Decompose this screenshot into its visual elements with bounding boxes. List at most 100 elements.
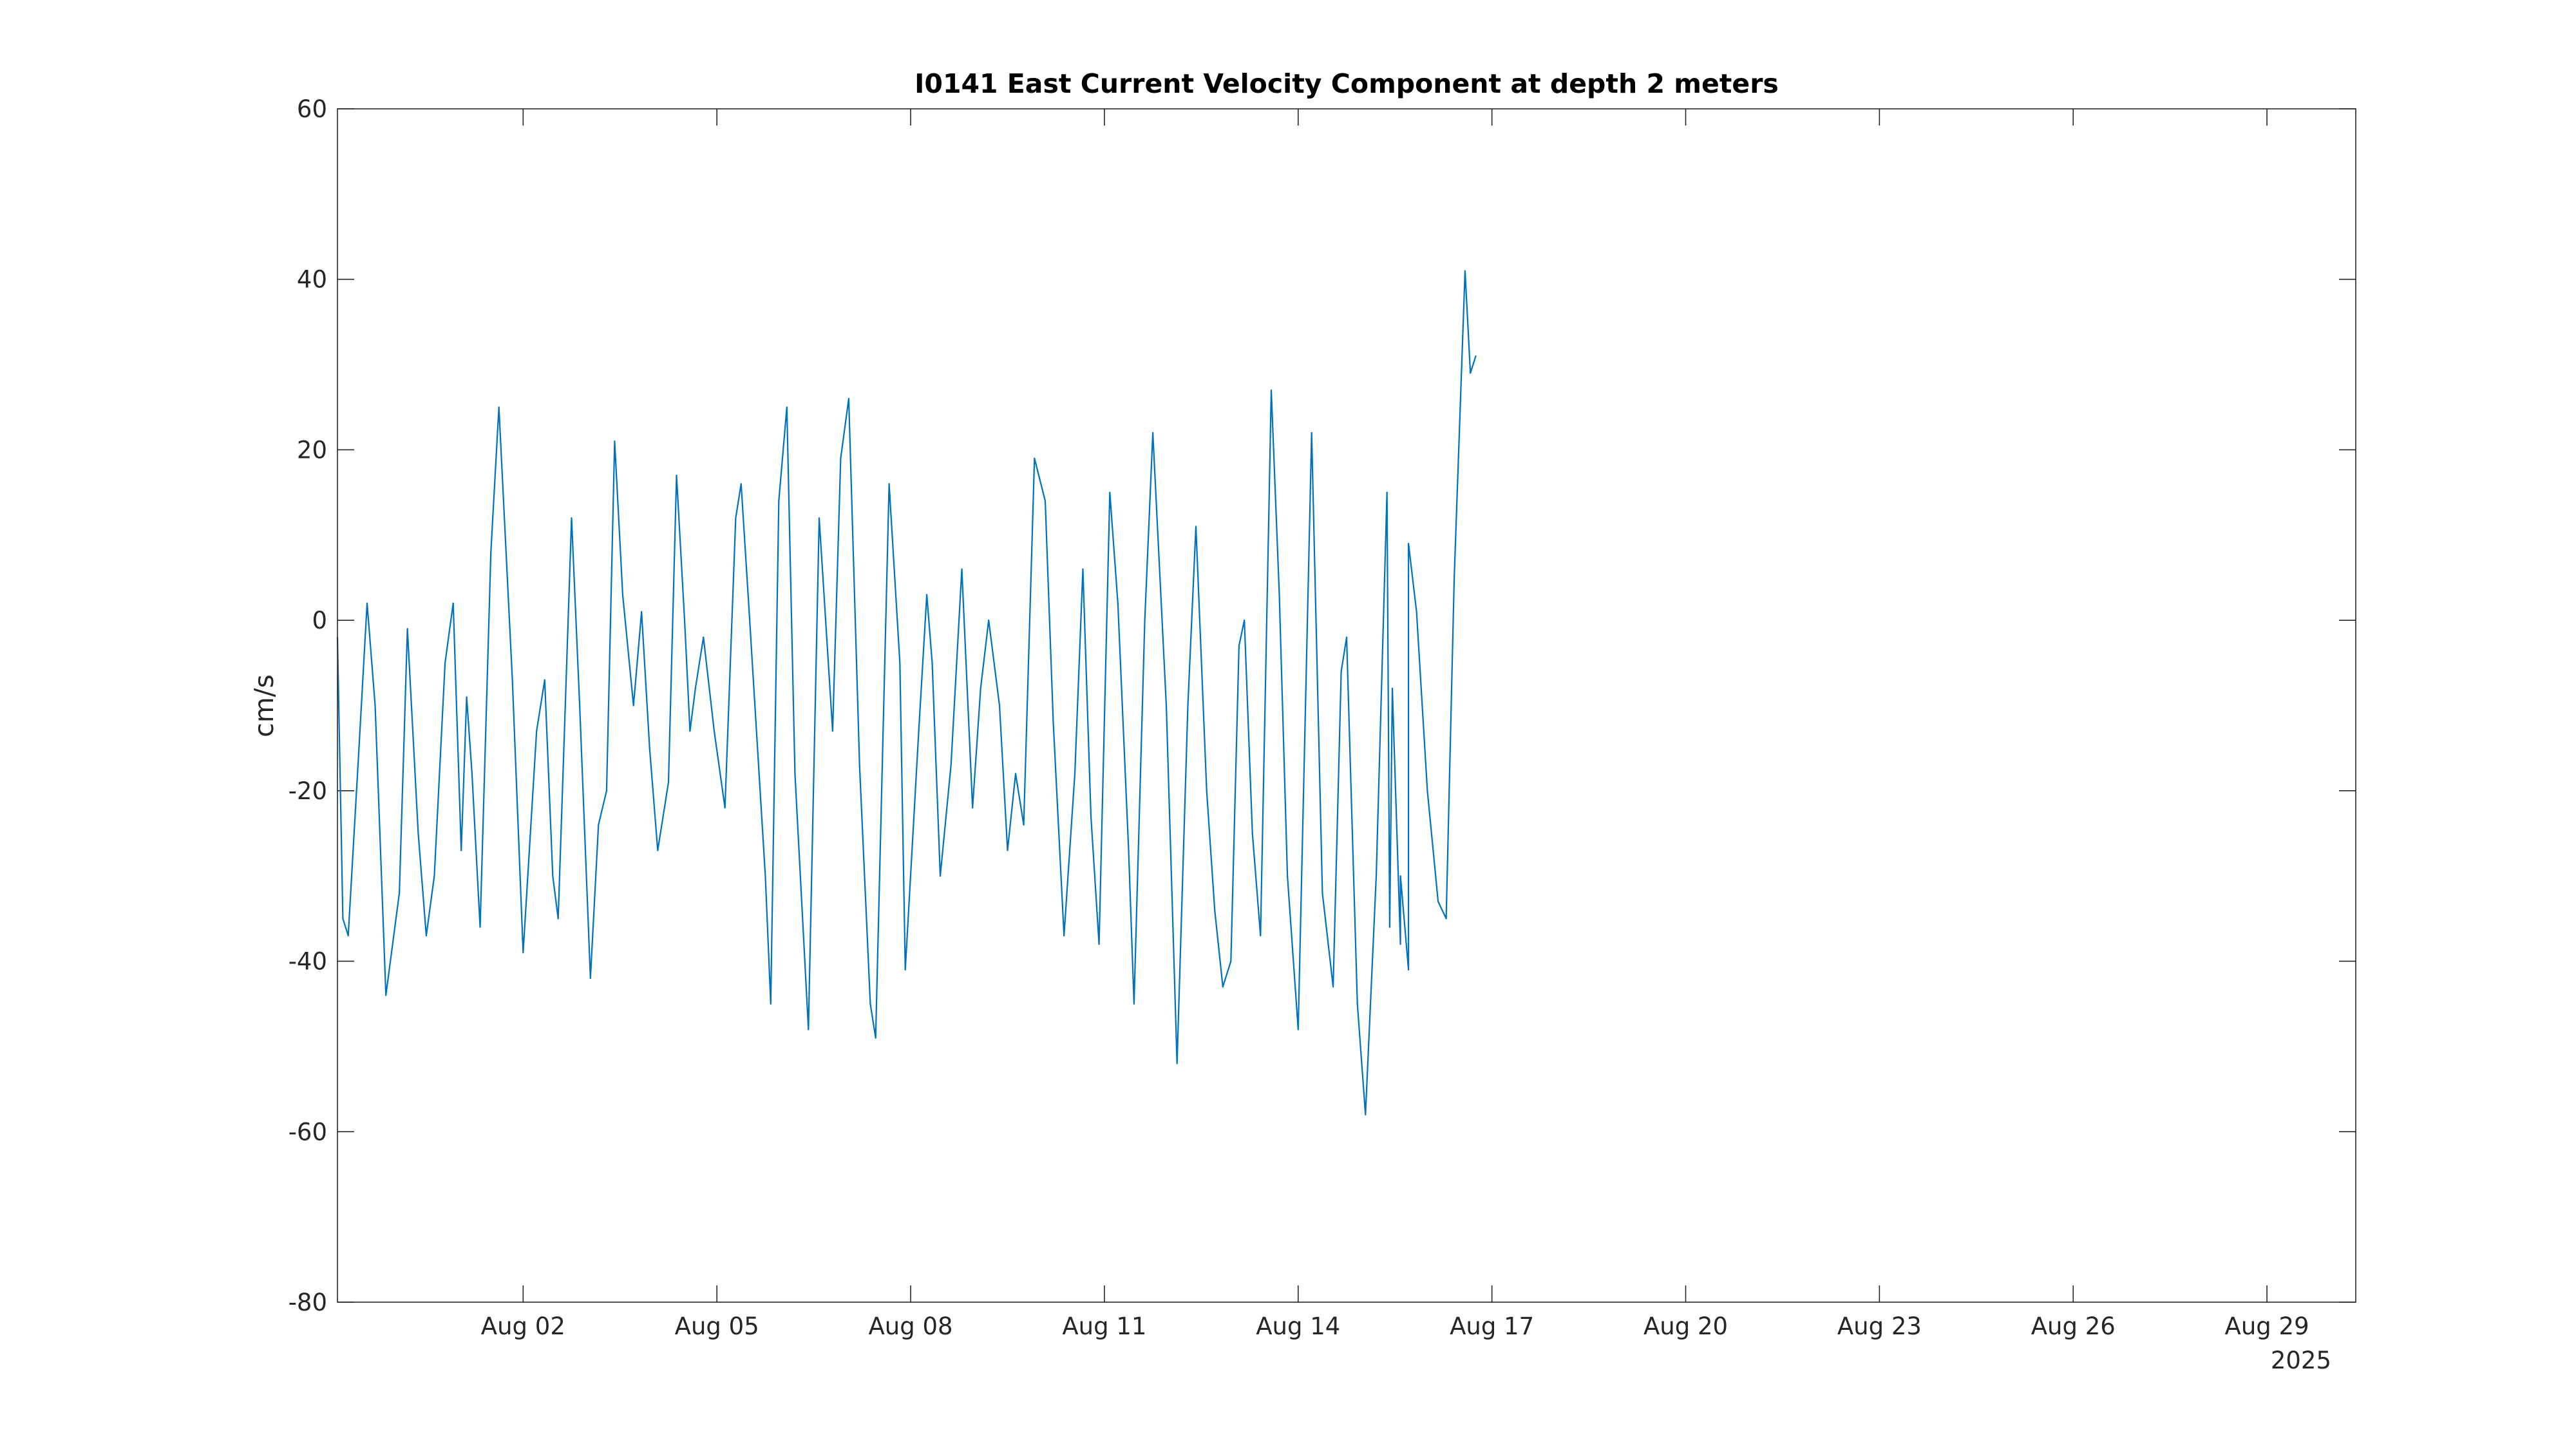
data-point [632, 705, 634, 706]
x-tick-label: Aug 23 [1837, 1312, 1922, 1340]
data-point [1391, 687, 1394, 690]
data-point [1063, 934, 1065, 936]
data-point [605, 790, 608, 791]
data-point [1238, 645, 1240, 647]
data-point [770, 1003, 772, 1005]
data-point [1388, 926, 1390, 928]
x-tick-label: Aug 02 [481, 1312, 565, 1340]
data-point [657, 849, 659, 851]
data-point [621, 594, 624, 596]
data-point [1128, 849, 1130, 851]
data-point [522, 952, 524, 954]
data-point [1152, 431, 1154, 434]
data-point [1165, 705, 1168, 706]
data-point [1090, 815, 1092, 817]
data-point [641, 611, 643, 613]
data-point [748, 611, 750, 613]
data-point [972, 807, 974, 809]
data-point [385, 994, 387, 996]
data-point [875, 1037, 876, 1039]
data-point [1437, 900, 1439, 902]
data-point [1214, 909, 1216, 911]
data-point [1365, 1113, 1367, 1115]
data-point [511, 679, 513, 681]
data-point [1332, 986, 1334, 988]
data-point [614, 440, 616, 442]
y-tick-label: 0 [312, 607, 327, 634]
y-tick-label: -40 [289, 948, 327, 976]
data-point [1408, 969, 1410, 971]
data-point [735, 517, 737, 519]
series-line [336, 270, 1477, 1115]
data-point [347, 934, 349, 936]
data-point [778, 500, 780, 502]
data-point [1082, 568, 1084, 570]
data-point [786, 406, 788, 408]
x-tick-label: Aug 29 [2225, 1312, 2309, 1340]
data-point [1109, 491, 1111, 493]
y-tick-label: -20 [289, 777, 327, 805]
data-point [1475, 355, 1477, 357]
data-point [831, 730, 833, 732]
data-point [818, 517, 820, 519]
data-point [1176, 1063, 1178, 1065]
data-point [1445, 918, 1447, 920]
data-point [1206, 790, 1208, 791]
data-point [1386, 491, 1388, 493]
data-point [926, 594, 928, 596]
data-point [1187, 705, 1189, 706]
data-point [1117, 602, 1119, 604]
data-point [689, 730, 691, 732]
data-point [939, 875, 942, 877]
data-point [904, 969, 906, 971]
data-point [1052, 721, 1054, 724]
data-point [589, 977, 591, 980]
data-point [466, 696, 468, 698]
x-tick-label: Aug 26 [2031, 1312, 2116, 1340]
data-point [918, 730, 920, 732]
data-point [1270, 389, 1273, 391]
data-point [1399, 943, 1401, 945]
data-point [724, 807, 726, 809]
data-point [374, 705, 376, 706]
axes-box [337, 108, 2356, 1303]
data-point [1023, 824, 1025, 826]
data-point [433, 875, 435, 877]
data-point [764, 875, 766, 877]
data-point [998, 705, 1001, 706]
x-tick-label: Aug 08 [869, 1312, 953, 1340]
data-point [1230, 960, 1232, 962]
data-point [460, 849, 462, 851]
data-point [544, 679, 545, 681]
data-point [1311, 431, 1312, 434]
data-point [1399, 875, 1401, 877]
data-point [988, 620, 990, 621]
data-point [557, 918, 559, 920]
data-point [479, 926, 481, 928]
data-point [1464, 270, 1466, 272]
data-point [694, 687, 696, 690]
data-point [1144, 620, 1146, 621]
data-point [899, 662, 901, 664]
data-point [1470, 372, 1472, 374]
series-layer [336, 270, 1477, 1115]
y-tick-label: 60 [297, 95, 327, 123]
data-point [1098, 943, 1100, 945]
data-point [1345, 636, 1348, 638]
data-point [1454, 576, 1455, 579]
data-point [1133, 1003, 1135, 1005]
y-tick-label: -80 [289, 1289, 327, 1316]
y-axis-label: cm/s [249, 674, 279, 737]
data-point [358, 747, 360, 749]
data-point [1356, 1003, 1358, 1005]
data-point [848, 397, 849, 400]
data-point [342, 918, 344, 920]
x-tick-label: Aug 17 [1450, 1312, 1534, 1340]
data-point [667, 781, 670, 783]
x-tick-label: Aug 11 [1062, 1312, 1146, 1340]
data-point [676, 475, 677, 477]
x-tick-label: Aug 20 [1643, 1312, 1728, 1340]
data-point [406, 628, 408, 630]
data-point [417, 832, 419, 835]
x-tick-label: Aug 05 [675, 1312, 759, 1340]
